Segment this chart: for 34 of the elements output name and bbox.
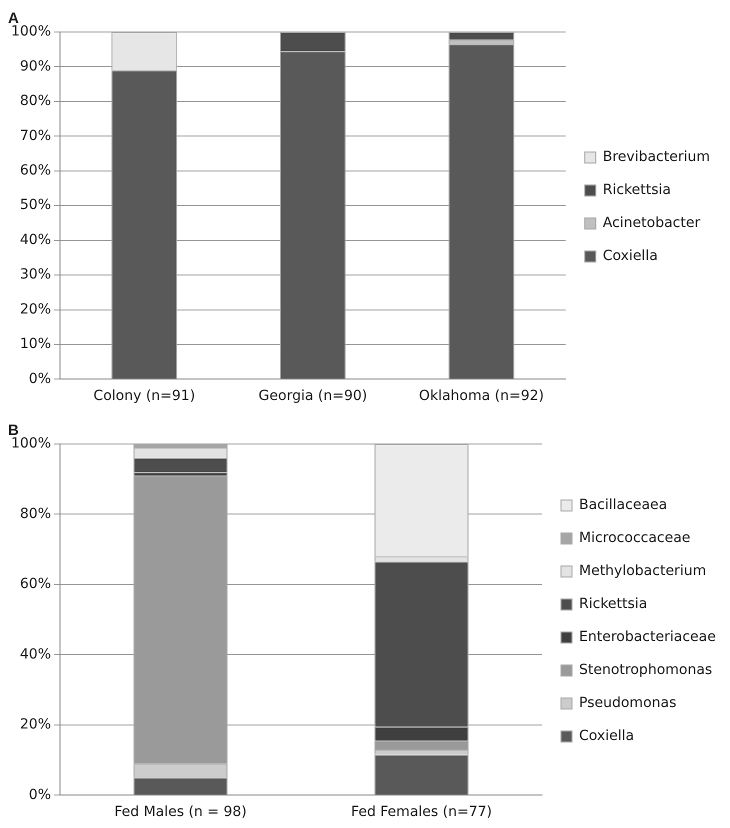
- y-tick-label: 70%: [20, 128, 52, 144]
- y-tick-label: 30%: [20, 266, 52, 283]
- legend-label: Rickettsia: [602, 182, 672, 198]
- y-tick-label: 90%: [20, 58, 52, 74]
- y-tick-label: 100%: [10, 24, 52, 40]
- x-tick-label: Fed Females (n=77): [351, 804, 492, 820]
- legend-label: Acinetobacter: [602, 215, 700, 232]
- y-tick-label: 20%: [20, 301, 52, 318]
- y-tick-label: 40%: [20, 646, 52, 662]
- legend-label: Enterobacteriaceae: [579, 629, 716, 646]
- legend-label: Pseudomonas: [579, 695, 676, 712]
- y-tick-label: 50%: [20, 197, 52, 214]
- legend-label: Stenotrophomonas: [579, 662, 712, 678]
- y-tick-label: 100%: [10, 436, 52, 452]
- legend-label: Brevibacterium: [602, 149, 710, 166]
- y-tick-label: 60%: [20, 162, 52, 179]
- y-tick-label: 80%: [20, 506, 52, 522]
- legend-label: Coxiella: [579, 728, 634, 744]
- legend-label: Methylobacterium: [579, 563, 706, 580]
- y-tick-label: 0%: [28, 786, 52, 803]
- x-tick-label: Georgia (n=90): [258, 388, 368, 404]
- y-tick-label: 10%: [20, 336, 52, 352]
- y-tick-label: 40%: [20, 232, 52, 248]
- x-tick-label: Fed Males (n = 98): [114, 804, 247, 820]
- y-tick-label: 60%: [20, 576, 52, 592]
- legend-label: Bacillaceaea: [579, 497, 668, 514]
- x-tick-label: Colony (n=91): [93, 388, 196, 404]
- x-tick-label: Oklahoma (n=92): [418, 388, 544, 404]
- y-tick-label: 20%: [20, 716, 52, 733]
- legend-label: Micrococcaceae: [579, 530, 690, 546]
- legend-label: Rickettsia: [579, 596, 648, 612]
- y-tick-label: 80%: [20, 93, 52, 110]
- legend-label: Coxiella: [602, 248, 658, 264]
- y-tick-label: 0%: [28, 370, 52, 387]
